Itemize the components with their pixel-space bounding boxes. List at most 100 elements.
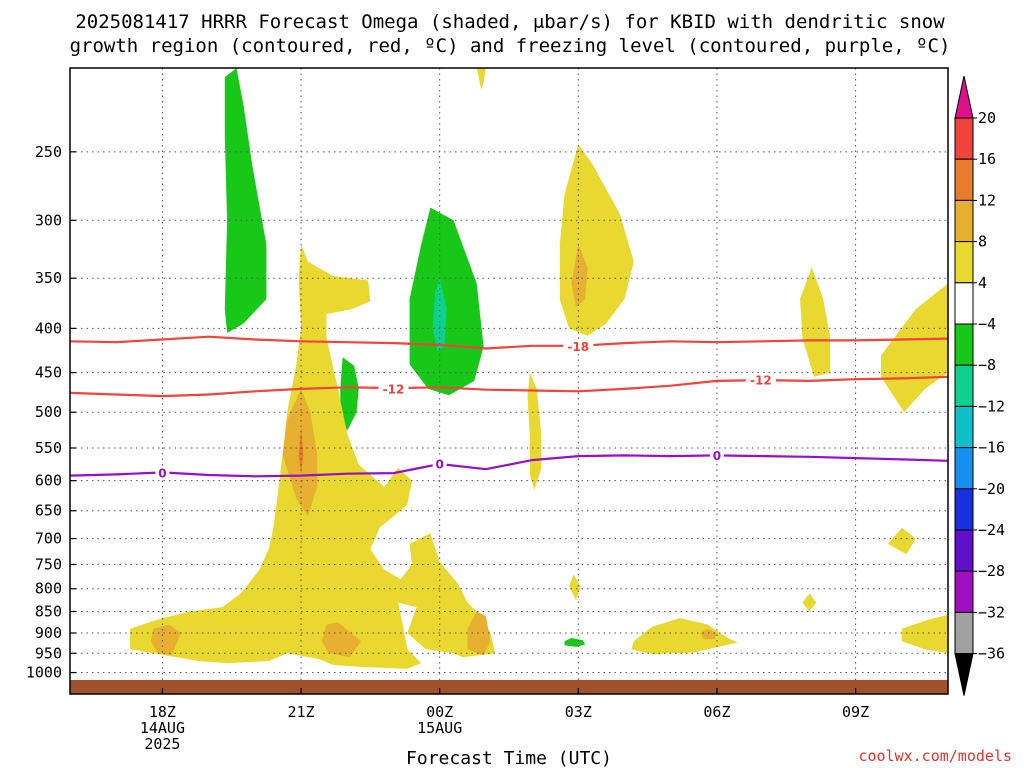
y-tick-label: 250 <box>35 143 62 161</box>
omega-region-14 <box>887 527 916 555</box>
x-tick-label: 2025 <box>144 735 180 753</box>
omega-region-12 <box>802 593 817 612</box>
colorbar-swatch <box>954 282 974 325</box>
omega-region-15 <box>901 615 948 654</box>
colorbar-swatch <box>954 447 974 490</box>
x-tick-label: 00Z <box>426 703 453 721</box>
chart-title-line-2: growth region (contoured, red, ºC) and f… <box>70 35 951 57</box>
x-tick-label: 09Z <box>842 703 869 721</box>
omega-region-0 <box>224 68 267 333</box>
colorbar-label: −16 <box>978 439 1005 457</box>
colorbar-label: −28 <box>978 562 1005 580</box>
contour-label-bg <box>709 448 724 463</box>
y-tick-label: 950 <box>35 644 62 662</box>
omega-region-17 <box>298 426 304 475</box>
contour-label-bg <box>432 457 447 472</box>
y-tick-label: 600 <box>35 472 62 490</box>
colorbar-top-arrow <box>954 75 974 119</box>
colorbar-swatch <box>954 241 974 284</box>
y-tick-label: 900 <box>35 624 62 642</box>
y-axis: 250 300 350 400 450 500 550 600 650 700 750 800 850 9… <box>26 143 76 682</box>
contour-label: 0 <box>436 458 444 472</box>
omega-region-19 <box>150 624 181 656</box>
colorbar-swatch <box>954 570 974 613</box>
omega-region-4 <box>564 638 586 647</box>
contour-label-bg <box>155 466 170 481</box>
omega-region-1 <box>340 357 359 431</box>
colorbar-label: 20 <box>978 109 996 127</box>
contour-label: 0 <box>158 467 166 481</box>
colorbar-swatch <box>954 158 974 201</box>
colorbar-label: −32 <box>978 603 1005 621</box>
colorbar-label: −20 <box>978 480 1005 498</box>
contour-layer: -18 -12 -12 0 0 0 <box>69 335 949 481</box>
colorbar-label: −8 <box>978 356 996 374</box>
y-tick-label: 300 <box>35 211 62 229</box>
contour-label: -12 <box>383 382 405 396</box>
colorbar-label: 8 <box>978 233 987 251</box>
omega-region-3 <box>432 278 447 352</box>
colorbar-label: −24 <box>978 521 1005 539</box>
x-tick-label: 03Z <box>565 703 592 721</box>
colorbar-label: −4 <box>978 315 996 333</box>
colorbar-label: −36 <box>978 645 1005 663</box>
y-tick-label: 350 <box>35 269 62 287</box>
colorbar-swatch <box>954 611 974 655</box>
contour-label: -18 <box>567 340 589 354</box>
colorbar-swatch <box>954 364 974 407</box>
omega-region-9 <box>569 574 581 601</box>
y-tick-label: 650 <box>35 502 62 520</box>
contour-label: -12 <box>750 374 772 388</box>
x-tick-label: 06Z <box>703 703 730 721</box>
colorbar-swatch <box>954 488 974 531</box>
y-tick-label: 750 <box>35 555 62 573</box>
colorbar-swatch <box>954 199 974 243</box>
colorbar-label: 12 <box>978 191 996 209</box>
contour-label-bg <box>745 373 776 388</box>
omega-shading-layer <box>130 68 948 669</box>
y-tick-label: 850 <box>35 603 62 621</box>
omega-region-2 <box>409 207 484 396</box>
colorbar-swatch <box>954 529 974 572</box>
contour-label: 0 <box>713 449 721 463</box>
y-tick-label: 550 <box>35 439 62 457</box>
y-tick-label: 450 <box>35 364 62 382</box>
plot-frame <box>69 67 949 695</box>
omega-region-5 <box>476 68 486 90</box>
y-tick-label: 1000 <box>26 664 62 682</box>
colorbar-label: 4 <box>978 274 987 292</box>
colorbar-swatch <box>954 323 974 366</box>
x-tick-label: 21Z <box>288 703 315 721</box>
contour-line-2 <box>69 454 949 478</box>
contour-label-bg <box>378 381 409 396</box>
contour-line-0 <box>69 335 949 350</box>
contour-label-bg <box>563 339 594 354</box>
y-tick-label: 700 <box>35 530 62 548</box>
credit-link[interactable]: coolwx.com/models <box>858 747 1012 765</box>
omega-region-11 <box>800 267 831 377</box>
colorbar-swatch <box>954 405 974 449</box>
x-axis-label: Forecast Time (UTC) <box>406 748 612 768</box>
y-tick-label: 800 <box>35 580 62 598</box>
omega-region-20 <box>321 622 362 658</box>
y-tick-label: 500 <box>35 403 62 421</box>
colorbar-swatch <box>954 117 974 160</box>
colorbar: 20 16 12 8 4 −4 −8 −12 −16 −20 −24 −28 −32 −36 <box>954 75 1005 696</box>
colorbar-label: 16 <box>978 150 996 168</box>
omega-region-22 <box>700 628 717 640</box>
omega-region-13 <box>881 283 948 413</box>
omega-region-21 <box>467 611 491 656</box>
contour-line-1 <box>69 375 949 398</box>
y-tick-label: 400 <box>35 319 62 337</box>
x-tick-label: 14AUG <box>140 719 185 737</box>
colorbar-label: −12 <box>978 397 1005 415</box>
omega-region-18 <box>571 244 588 308</box>
omega-region-10 <box>631 618 738 655</box>
chart-title-line-1: 2025081417 HRRR Forecast Omega (shaded, … <box>75 11 945 33</box>
x-tick-label: 15AUG <box>417 719 462 737</box>
gridlines <box>70 68 948 680</box>
colorbar-bottom-arrow <box>954 653 974 696</box>
ground-strip <box>70 680 948 694</box>
